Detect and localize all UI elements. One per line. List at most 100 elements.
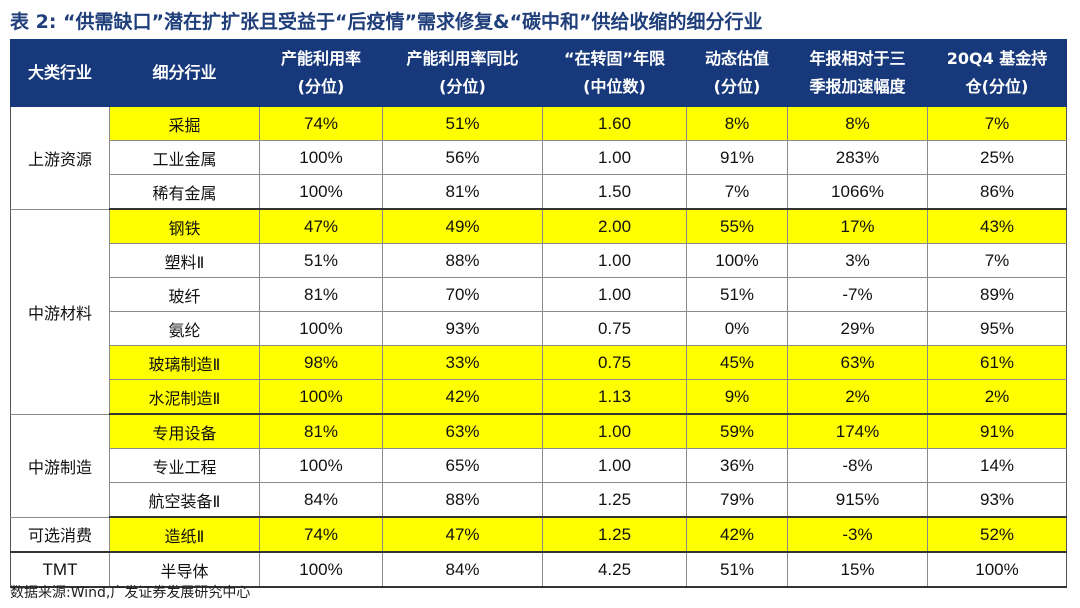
- header-fund-holdings: 20Q4 基金持 仓(分位): [927, 39, 1067, 107]
- value-cell: 0%: [686, 311, 788, 346]
- value-cell: 3%: [787, 243, 928, 278]
- table-row: 玻璃制造Ⅱ 98% 33% 0.75 45% 63% 61%: [11, 345, 1067, 380]
- value-cell: 65%: [382, 448, 543, 483]
- value-cell: 1.00: [542, 414, 687, 449]
- value-cell: 4.25: [542, 552, 687, 588]
- sub-industry-cell: 玻纤: [109, 277, 260, 312]
- value-cell: 56%: [382, 140, 543, 175]
- value-cell: 84%: [259, 482, 383, 518]
- value-cell: 43%: [927, 209, 1067, 244]
- value-cell: 100%: [686, 243, 788, 278]
- header-annual-vs-q3-acceleration: 年报相对于三 季报加速幅度: [787, 39, 928, 107]
- value-cell: 91%: [927, 414, 1067, 449]
- sub-industry-cell: 水泥制造Ⅱ: [109, 379, 260, 415]
- table-row: 中游材料 钢铁 47% 49% 2.00 55% 17% 43%: [10, 209, 1067, 415]
- value-cell: 51%: [382, 107, 543, 141]
- value-cell: 2.00: [542, 209, 687, 244]
- value-cell: 14%: [927, 448, 1067, 483]
- value-cell: 74%: [259, 517, 383, 553]
- value-cell: 7%: [927, 107, 1067, 141]
- value-cell: 0.75: [542, 311, 687, 346]
- category-cell: 中游材料: [10, 209, 110, 415]
- table-row: 上游资源 采掘 74% 51% 1.60 8% 8% 7%: [10, 107, 1067, 210]
- value-cell: 1.25: [542, 517, 687, 553]
- data-source-note: 数据来源:Wind,广发证券发展研究中心: [10, 585, 251, 601]
- value-cell: 42%: [382, 379, 543, 415]
- sub-industry-cell: 专用设备: [109, 414, 260, 449]
- sub-industry-cell: 钢铁: [109, 209, 260, 244]
- value-cell: 9%: [686, 379, 788, 415]
- header-construction-years: “在转固”年限 (中位数): [542, 39, 687, 107]
- sub-industry-cell: 玻璃制造Ⅱ: [109, 345, 260, 380]
- value-cell: 1.25: [542, 482, 687, 518]
- header-row: 大类行业 细分行业 产能利用率 (分位) 产能利用率同比 (分位) “在转固”年限(…: [10, 39, 1067, 107]
- value-cell: 283%: [787, 140, 928, 175]
- table-row: 塑料Ⅱ 51% 88% 1.00 100% 3% 7%: [11, 243, 1067, 278]
- value-cell: 1.00: [542, 140, 687, 175]
- value-cell: 45%: [686, 345, 788, 380]
- table-row: 稀有金属 100% 81% 1.50 7% 1066% 86%: [11, 174, 1067, 210]
- category-cell: 上游资源: [10, 107, 110, 210]
- value-cell: 74%: [259, 107, 383, 141]
- value-cell: 93%: [382, 311, 543, 346]
- value-cell: 88%: [382, 482, 543, 518]
- table-row: 中游制造 专用设备 81% 63% 1.00 59% 174% 91%: [10, 414, 1067, 518]
- value-cell: 95%: [927, 311, 1067, 346]
- sub-industry-cell: 航空装备Ⅱ: [109, 482, 260, 518]
- sub-industry-cell: 采掘: [109, 107, 260, 141]
- value-cell: 93%: [927, 482, 1067, 518]
- value-cell: 59%: [686, 414, 788, 449]
- value-cell: 1.60: [542, 107, 687, 141]
- value-cell: 915%: [787, 482, 928, 518]
- value-cell: 17%: [787, 209, 928, 244]
- value-cell: 55%: [686, 209, 788, 244]
- value-cell: -7%: [787, 277, 928, 312]
- sub-industry-cell: 专业工程: [109, 448, 260, 483]
- header-major-industry: 大类行业: [10, 39, 110, 107]
- value-cell: 15%: [787, 552, 928, 588]
- sub-industry-cell: 稀有金属: [109, 174, 260, 210]
- value-cell: 47%: [259, 209, 383, 244]
- value-cell: 100%: [259, 311, 383, 346]
- value-cell: 100%: [259, 552, 383, 588]
- value-cell: 81%: [259, 277, 383, 312]
- value-cell: 81%: [382, 174, 543, 210]
- header-sub-industry: 细分行业: [109, 39, 260, 107]
- value-cell: 84%: [382, 552, 543, 588]
- table-row: 专业工程 100% 65% 1.00 36% -8% 14%: [11, 448, 1067, 483]
- value-cell: 81%: [259, 414, 383, 449]
- value-cell: 89%: [927, 277, 1067, 312]
- sub-industry-cell: 氨纶: [109, 311, 260, 346]
- value-cell: 0.75: [542, 345, 687, 380]
- table-row: 水泥制造Ⅱ 100% 42% 1.13 9% 2% 2%: [11, 379, 1067, 415]
- value-cell: 98%: [259, 345, 383, 380]
- header-capacity-utilization: 产能利用率 (分位): [259, 39, 383, 107]
- value-cell: 42%: [686, 517, 788, 553]
- value-cell: 2%: [927, 379, 1067, 415]
- value-cell: 51%: [259, 243, 383, 278]
- header-capacity-utilization-yoy: 产能利用率同比 (分位): [382, 39, 543, 107]
- sub-industry-cell: 工业金属: [109, 140, 260, 175]
- value-cell: 49%: [382, 209, 543, 244]
- value-cell: 63%: [382, 414, 543, 449]
- value-cell: 1066%: [787, 174, 928, 210]
- value-cell: 100%: [259, 379, 383, 415]
- value-cell: 7%: [927, 243, 1067, 278]
- value-cell: 2%: [787, 379, 928, 415]
- value-cell: 1.13: [542, 379, 687, 415]
- value-cell: -8%: [787, 448, 928, 483]
- value-cell: 47%: [382, 517, 543, 553]
- table-row: TMT 半导体 100% 84% 4.25 51% 15% 100%: [10, 552, 1067, 588]
- value-cell: 36%: [686, 448, 788, 483]
- value-cell: 1.50: [542, 174, 687, 210]
- value-cell: 1.00: [542, 448, 687, 483]
- value-cell: 33%: [382, 345, 543, 380]
- value-cell: 79%: [686, 482, 788, 518]
- value-cell: 8%: [686, 107, 788, 141]
- industry-table: 大类行业 细分行业 产能利用率 (分位) 产能利用率同比 (分位) “在转固”年限(…: [10, 39, 1067, 588]
- value-cell: 100%: [259, 140, 383, 175]
- sub-industry-cell: 造纸Ⅱ: [109, 517, 260, 553]
- value-cell: 91%: [686, 140, 788, 175]
- header-dynamic-valuation: 动态估值 (分位): [686, 39, 788, 107]
- value-cell: -3%: [787, 517, 928, 553]
